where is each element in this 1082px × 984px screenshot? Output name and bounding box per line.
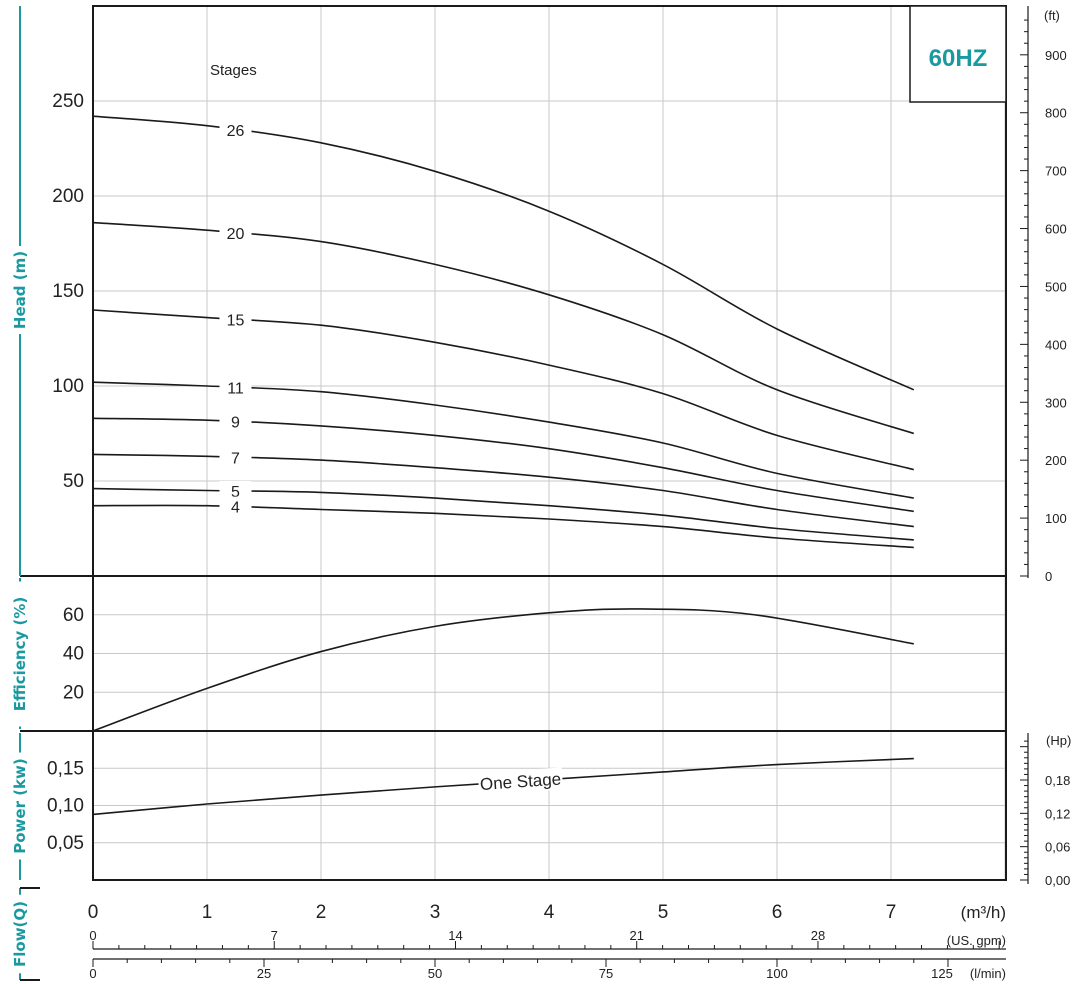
stage-label-bg <box>219 377 252 398</box>
lmin-unit: (l/min) <box>970 966 1006 981</box>
stage-label-4: 4 <box>231 500 240 517</box>
badge-box <box>909 5 1007 103</box>
head-panel: 50 100 150 200 250 Stages 26 20 15 11 9 7 54 <box>52 62 915 549</box>
flow-axes: 0 1 2 3 4 5 6 7 (m³/h) 0 7 14 21 28 (US. gpm) 0 25 50 75 10… <box>88 902 1006 981</box>
ft-tick-label: 500 <box>1045 279 1067 294</box>
head-tick-label: 250 <box>52 91 84 112</box>
efficiency-axis-title: Efficiency (%) <box>11 597 29 712</box>
one-stage-label-group: One Stage <box>477 767 564 796</box>
head-tick-label: 100 <box>52 376 84 397</box>
flow-m3h-tick-label: 1 <box>202 902 213 923</box>
ft-tick-label: 200 <box>1045 453 1067 468</box>
efficiency-axis-title-bg <box>11 581 29 727</box>
lmin-tick-label: 100 <box>766 966 788 981</box>
efficiency-tick-label: 60 <box>63 605 84 626</box>
hp-tick-label: 0,00 <box>1045 873 1070 888</box>
lmin-tick-label: 0 <box>89 966 96 981</box>
power-tick-label: 0,10 <box>47 796 84 817</box>
flow-m3h-tick-label: 0 <box>88 902 99 923</box>
stage-label-20: 20 <box>227 226 245 243</box>
power-tick-label: 0,15 <box>47 758 84 779</box>
stage-label-15: 15 <box>227 313 245 330</box>
power-axis-title: Power (kw) <box>11 758 29 854</box>
stage-label-11: 11 <box>227 380 244 397</box>
ft-tick-label: 0 <box>1045 569 1052 584</box>
power-axis-title-bg <box>11 752 29 860</box>
stage-label-bg <box>219 480 252 501</box>
lmin-tick-label: 25 <box>257 966 271 981</box>
ft-tick-label: 600 <box>1045 222 1067 237</box>
power-tick-label: 0,05 <box>47 833 84 854</box>
flow-m3h-tick-label: 3 <box>430 902 441 923</box>
efficiency-tick-label: 40 <box>63 644 84 665</box>
head-curve-5-stages <box>92 487 914 541</box>
efficiency-panel: 20 40 60 <box>63 605 914 732</box>
stage-label-5: 5 <box>231 484 240 501</box>
flow-m3h-tick-label: 5 <box>658 902 669 923</box>
stage-label-26: 26 <box>227 123 245 140</box>
lmin-tick-label: 50 <box>428 966 442 981</box>
hp-tick-label: 0,18 <box>1045 773 1070 788</box>
head-curve-26-stages <box>92 115 915 391</box>
ft-tick-label: 900 <box>1045 48 1067 63</box>
flow-m3h-tick-label: 7 <box>886 902 897 923</box>
badge-text: 60HZ <box>929 45 988 72</box>
ft-tick-label: 700 <box>1045 164 1067 179</box>
efficiency-tick-label: 20 <box>63 682 84 703</box>
gpm-tick-label: 7 <box>271 928 278 943</box>
flow-axis-title: Flow(Q) <box>11 901 29 967</box>
head-curve-15-stages <box>92 309 914 471</box>
gpm-tick-label: 21 <box>629 928 643 943</box>
head-curve-20-stages <box>92 221 915 435</box>
flow-axis-title-bg <box>11 894 29 974</box>
chart-frame <box>92 5 1007 881</box>
head-curve-9-stages <box>92 417 914 513</box>
stage-label-bg <box>219 411 252 432</box>
secondary-axes: 0 100 200 300 400 500 600 700 800 900 (ft) 0,00 0,06… <box>1020 6 1071 888</box>
lmin-tick-label: 125 <box>931 966 953 981</box>
stage-label-bg <box>219 496 252 517</box>
gpm-unit: (US. gpm) <box>947 933 1006 948</box>
stages-label: Stages <box>210 62 257 79</box>
grid <box>93 6 1006 880</box>
ft-tick-label: 300 <box>1045 395 1067 410</box>
gpm-tick-label: 0 <box>89 928 96 943</box>
ft-tick-label: 800 <box>1045 106 1067 121</box>
flow-m3h-tick-label: 6 <box>772 902 783 923</box>
one-stage-label-bg <box>477 767 564 796</box>
lmin-tick-label: 75 <box>599 966 613 981</box>
stage-label-bg <box>219 309 252 330</box>
ft-unit: (ft) <box>1044 8 1060 23</box>
stage-label-bg <box>219 447 252 468</box>
ft-tick-label: 400 <box>1045 337 1067 352</box>
head-axis-title-bg <box>11 246 29 334</box>
flow-m3h-tick-label: 4 <box>544 902 555 923</box>
head-tick-label: 50 <box>63 471 84 492</box>
hp-tick-label: 0,06 <box>1045 840 1070 855</box>
hp-unit: (Hp) <box>1046 733 1071 748</box>
head-tick-label: 150 <box>52 281 84 302</box>
head-tick-label: 200 <box>52 186 84 207</box>
efficiency-curve <box>92 608 914 732</box>
stage-label-7: 7 <box>231 450 240 467</box>
hp-tick-label: 0,12 <box>1045 806 1070 821</box>
stage-label-bg <box>219 119 252 140</box>
power-panel: 0,05 0,10 0,15 One Stage <box>47 757 914 854</box>
flow-m3h-tick-label: 2 <box>316 902 327 923</box>
gpm-tick-label: 14 <box>448 928 462 943</box>
flow-m3h-unit: (m³/h) <box>961 903 1006 922</box>
frequency-badge: 60HZ <box>909 5 1007 103</box>
ft-tick-label: 100 <box>1045 511 1067 526</box>
stage-label-9: 9 <box>231 415 240 432</box>
gpm-tick-label: 28 <box>811 928 825 943</box>
panel-frames <box>19 5 1007 881</box>
axis-titles: Head (m) Efficiency (%) Power (kw) Flow(Q) <box>11 6 40 981</box>
head-axis-title: Head (m) <box>11 251 29 329</box>
stage-label-bg <box>219 223 252 244</box>
